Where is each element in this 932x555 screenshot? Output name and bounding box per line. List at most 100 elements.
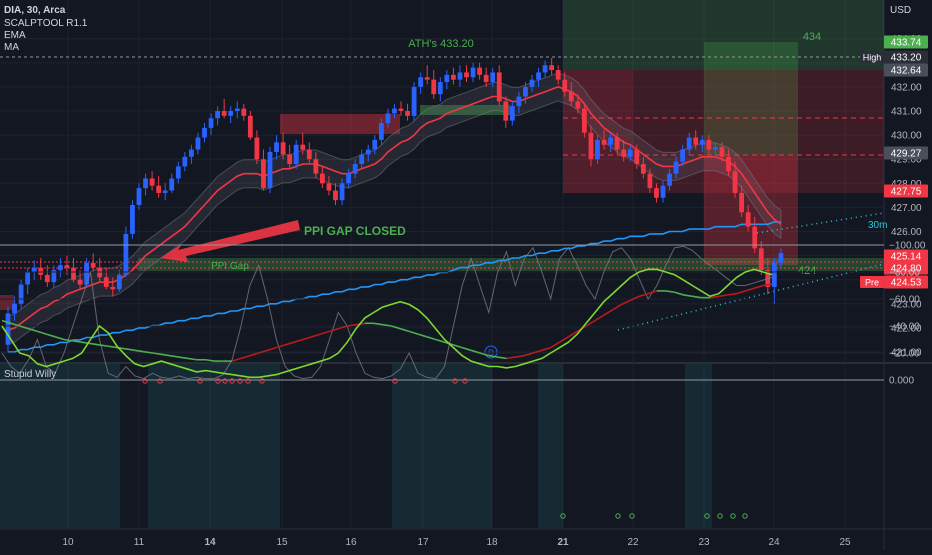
symbol-title[interactable]: DIA, 30, Arca (4, 5, 66, 16)
candle-body (359, 154, 365, 165)
osc-signal-segment (1, 319, 12, 325)
candle-body (523, 86, 528, 97)
lower-trendline (617, 263, 885, 331)
candle-body (582, 108, 587, 133)
osc-session-shade (148, 364, 280, 528)
osc-tick-label: −100.00 (889, 241, 926, 252)
candle-body (771, 262, 777, 287)
osc-signal-segment (170, 354, 180, 358)
candle-body (477, 67, 482, 75)
osc-signal-segment (568, 330, 578, 338)
osc-signal-segment (63, 338, 73, 342)
osc-signal-segment (54, 336, 65, 341)
candle-body (654, 188, 659, 198)
candle-body (228, 111, 234, 116)
candle-body (490, 72, 496, 83)
candle-body (378, 123, 384, 140)
indicator-label-ma[interactable]: MA (4, 42, 19, 53)
price-tick-label: 422.00 (891, 323, 922, 334)
candle-body (77, 279, 83, 285)
candle-body (496, 72, 502, 102)
price-tick-label: 431.00 (891, 107, 922, 118)
osc-overbought-dot (392, 378, 398, 384)
candle-body (44, 274, 50, 283)
osc-signal-segment (311, 333, 321, 338)
osc-signal-segment (178, 356, 188, 360)
osc-overbought-dot (215, 378, 221, 384)
price-badge-value: 433.74 (891, 38, 922, 49)
price-tick-label: 428.00 (891, 179, 922, 190)
indicator-label-scalptool[interactable]: SCALPTOOL R1.1 (4, 18, 88, 29)
candle-body (424, 77, 430, 80)
osc-overbought-dot (259, 378, 265, 384)
candle-body (457, 72, 463, 80)
osc-signal-segment (506, 356, 516, 360)
candle-body (64, 265, 70, 268)
candle-body (699, 139, 705, 145)
arrow-annotation (160, 220, 300, 262)
osc-signal-segment (161, 353, 171, 357)
candle-body (352, 164, 358, 174)
osc-overbought-dot (222, 378, 228, 384)
candle-body (778, 253, 784, 263)
candle-body (706, 139, 712, 150)
candle-body (732, 171, 738, 193)
candle-body (372, 139, 378, 150)
osc-signal-segment (647, 290, 658, 295)
target-zone-green-inner (704, 42, 798, 155)
candle-body (25, 272, 31, 285)
osc-oversold-dot (717, 513, 723, 519)
osc-signal-segment (267, 346, 277, 352)
price-badge-value: 424.80 (891, 264, 922, 275)
osc-signal-segment (258, 349, 268, 354)
candle-body (562, 79, 568, 92)
osc-signal-segment (745, 287, 755, 292)
oscillator-title[interactable]: Stupid Willy (4, 369, 57, 380)
osc-signal-segment (81, 341, 91, 345)
candle-body (660, 185, 666, 198)
price-badge-tag (860, 276, 884, 288)
candle-body (667, 173, 672, 186)
candle-body (483, 74, 489, 83)
osc-signal-segment (488, 354, 498, 358)
candle-body (392, 108, 397, 114)
candle-body (208, 118, 214, 128)
ema-line (7, 86, 782, 332)
osc-signal-segment (639, 292, 649, 298)
indicator-label-ema[interactable]: EMA (4, 30, 26, 41)
candle-body (234, 108, 240, 111)
osc-signal-segment (10, 322, 20, 327)
time-tick-label: 23 (698, 537, 710, 548)
ppi-gap-label: PPI Gap (211, 261, 249, 272)
currency-label[interactable]: USD (890, 5, 912, 16)
osc-signal-segment (515, 354, 525, 358)
candle-body (405, 111, 410, 116)
candle-body (306, 149, 312, 160)
osc-signal-segment (143, 350, 153, 354)
candle-body (84, 262, 89, 285)
candle-body (549, 65, 555, 71)
candle-body (614, 137, 620, 150)
osc-signal-segment (90, 342, 100, 346)
osc-signal-segment (709, 295, 720, 299)
osc-signal-segment (231, 357, 242, 362)
osc-signal-segment (72, 340, 82, 343)
price-tick-label: 430.00 (891, 131, 922, 142)
osc-tick-label: 0.000 (889, 376, 914, 387)
candle-body (261, 159, 266, 189)
osc-signal-segment (329, 327, 339, 333)
osc-oversold-dot (629, 513, 635, 519)
price-badge (884, 275, 928, 289)
osc-session-shade (392, 364, 492, 528)
candle-body (18, 284, 24, 304)
time-tick-label: 24 (768, 537, 780, 548)
osc-signal-segment (630, 295, 640, 302)
candle-body (739, 192, 744, 213)
candle-body (51, 270, 57, 283)
candle-body (608, 137, 613, 145)
candle-body (280, 142, 286, 155)
candle-body (588, 132, 594, 160)
candle-body (595, 139, 600, 160)
candle-body (320, 173, 325, 184)
osc-signal-segment (736, 290, 746, 295)
